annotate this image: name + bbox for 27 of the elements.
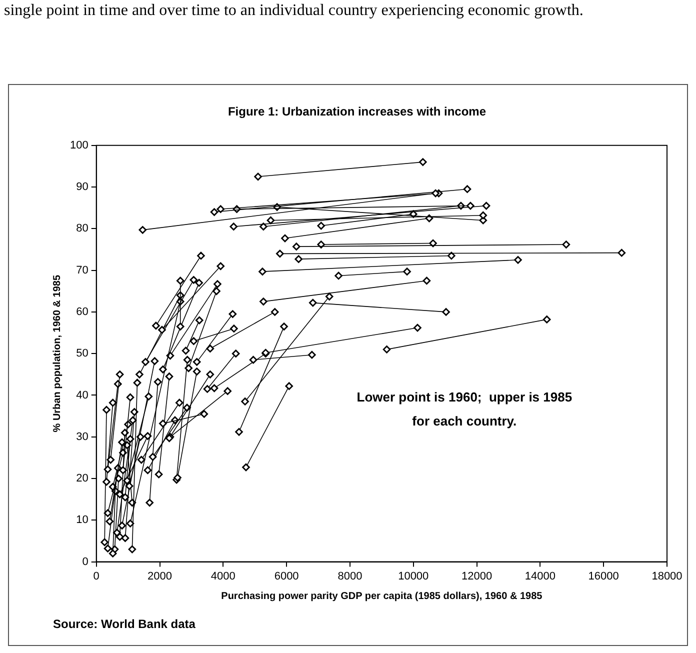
x-tick-label: 12000 (461, 570, 492, 582)
x-tick-label: 10000 (398, 570, 429, 582)
x-tick-label: 0 (93, 570, 100, 582)
text: single point in time and over time to an individual country experiencing economic growth. (4, 2, 584, 20)
y-tick-label: 10 (76, 514, 88, 526)
x-tick-label: 4000 (210, 570, 236, 582)
x-tick-label: 16000 (588, 570, 619, 582)
y-tick-label: 20 (76, 472, 88, 485)
x-axis-title: Purchasing power parity GDP per capita (1985 dollars), 1960 & 1985 (221, 590, 543, 602)
y-axis-title: % Urban population, 1960 & 1985 (52, 274, 63, 432)
y-tick-label: 60 (76, 306, 88, 318)
y-tick-label: 100 (70, 139, 88, 152)
x-tick-label: 14000 (524, 570, 556, 582)
y-tick-label: 70 (76, 264, 88, 276)
y-tick-label: 50 (76, 348, 88, 360)
x-tick-label: 6000 (274, 570, 299, 582)
source-note: Source: World Bank data (53, 617, 196, 631)
y-tick-label: 40 (76, 389, 88, 402)
x-tick-label: 18000 (652, 570, 682, 582)
chart-title: Figure 1: Urbanization increases with income (228, 104, 486, 119)
y-tick-label: 30 (76, 430, 88, 443)
y-tick-label: 0 (82, 556, 88, 568)
annotation: Lower point is 1960; upper is 1985 for each country. (356, 389, 572, 428)
x-tick-label: 2000 (148, 570, 172, 582)
x-tick-label: 8000 (338, 570, 362, 582)
y-tick-label: 90 (76, 181, 88, 194)
y-tick-label: 80 (76, 222, 88, 235)
